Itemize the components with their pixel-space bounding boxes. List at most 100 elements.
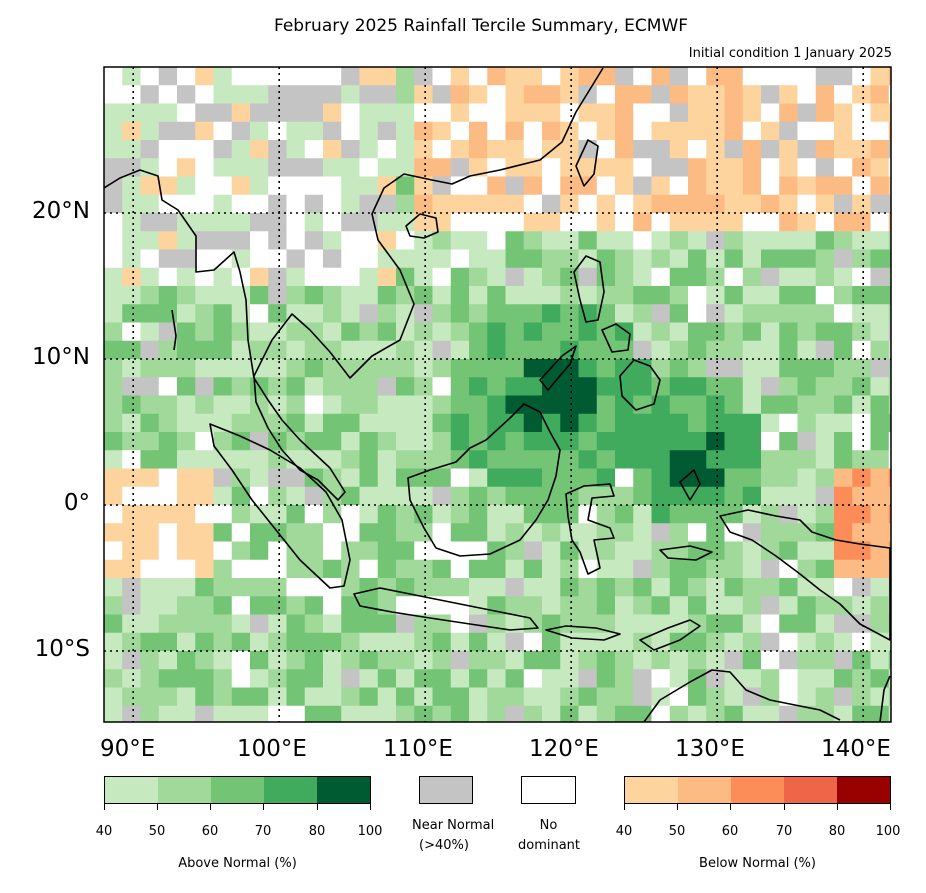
grid-cell xyxy=(432,505,452,524)
grid-cell xyxy=(852,651,871,670)
below-swatch-1 xyxy=(678,777,731,803)
grid-cell xyxy=(834,140,853,159)
grid-cell xyxy=(487,176,506,196)
grid-cell xyxy=(724,395,744,415)
grid-cell xyxy=(888,432,891,451)
grid-cell xyxy=(268,687,287,707)
grid-cell xyxy=(578,158,598,177)
grid-cell xyxy=(779,505,798,524)
grid-cell xyxy=(195,176,214,196)
grid-cell xyxy=(779,705,798,722)
grid-cell xyxy=(195,596,214,615)
grid-cell xyxy=(286,249,306,269)
grid-cell xyxy=(834,194,853,214)
grid-cell xyxy=(377,578,397,597)
grid-cell xyxy=(213,523,233,542)
grid-cell xyxy=(140,340,160,360)
grid-cell xyxy=(505,687,525,707)
grid-cell xyxy=(250,67,269,86)
grid-cell xyxy=(834,578,853,597)
grid-cell xyxy=(359,432,379,451)
grid-cell xyxy=(140,450,160,469)
grid-cell xyxy=(815,304,835,323)
grid-cell xyxy=(615,304,634,323)
grid-cell xyxy=(158,523,178,542)
grid-cell xyxy=(870,67,890,86)
grid-cell xyxy=(323,523,342,542)
grid-cell xyxy=(542,249,561,269)
grid-cell xyxy=(286,158,306,177)
grid-cell xyxy=(250,103,269,123)
grid-cell xyxy=(268,67,287,86)
grid-cell xyxy=(268,559,287,579)
grid-cell xyxy=(852,395,871,415)
grid-cell xyxy=(742,194,762,214)
grid-cell xyxy=(742,505,762,524)
grid-cell xyxy=(177,413,196,433)
grid-cell xyxy=(815,322,835,342)
grid-cell xyxy=(450,651,470,670)
grid-cell xyxy=(104,541,123,561)
grid-cell xyxy=(323,267,342,287)
grid-cell xyxy=(487,523,506,542)
grid-cell xyxy=(797,85,817,104)
grid-cell xyxy=(231,450,251,469)
grid-cell xyxy=(542,687,561,707)
grid-cell xyxy=(633,304,652,323)
grid-cell xyxy=(688,377,707,396)
grid-cell xyxy=(450,614,470,634)
grid-cell xyxy=(414,632,433,652)
below-tick-80: 80 xyxy=(828,824,846,839)
grid-cell xyxy=(761,249,780,269)
grid-cell xyxy=(177,121,196,141)
grid-cell xyxy=(779,450,798,469)
grid-cell xyxy=(213,322,233,342)
grid-cell xyxy=(140,213,160,232)
grid-cell xyxy=(578,67,598,86)
grid-cell xyxy=(523,578,543,597)
grid-cell xyxy=(213,578,233,597)
grid-cell xyxy=(377,632,397,652)
grid-cell xyxy=(505,176,525,196)
grid-cell xyxy=(286,267,306,287)
grid-cell xyxy=(359,486,379,506)
grid-cell xyxy=(140,541,160,561)
grid-cell xyxy=(414,286,433,305)
grid-cell xyxy=(341,450,360,469)
grid-cell xyxy=(414,67,433,86)
grid-cell xyxy=(615,85,634,104)
grid-cell xyxy=(195,249,214,269)
grid-cell xyxy=(596,249,616,269)
grid-cell xyxy=(633,213,652,232)
grid-cell xyxy=(432,176,452,196)
no-dominant-label-2: dominant xyxy=(517,838,581,853)
grid-cell xyxy=(523,432,543,451)
grid-cell xyxy=(651,505,671,524)
grid-cell xyxy=(414,669,433,688)
grid-cell xyxy=(158,103,178,123)
grid-cell xyxy=(815,249,835,269)
grid-cell xyxy=(414,85,433,104)
grid-cell xyxy=(104,395,123,415)
grid-cell xyxy=(870,140,890,159)
grid-cell xyxy=(104,67,123,86)
grid-cell xyxy=(578,377,598,396)
grid-cell xyxy=(195,267,214,287)
grid-cell xyxy=(542,505,561,524)
grid-cell xyxy=(450,559,470,579)
grid-cell xyxy=(304,541,324,561)
grid-cell xyxy=(304,395,324,415)
grid-cell xyxy=(596,578,616,597)
grid-cell xyxy=(231,103,251,123)
grid-cell xyxy=(779,468,798,488)
grid-cell xyxy=(779,103,798,123)
grid-cell xyxy=(304,103,324,123)
grid-cell xyxy=(396,213,415,232)
grid-cell xyxy=(888,450,891,469)
grid-cell xyxy=(140,523,160,542)
grid-cell xyxy=(213,669,233,688)
grid-cell xyxy=(195,103,214,123)
grid-cell xyxy=(560,468,579,488)
grid-cell xyxy=(596,705,616,722)
coastline-seram xyxy=(659,545,713,561)
